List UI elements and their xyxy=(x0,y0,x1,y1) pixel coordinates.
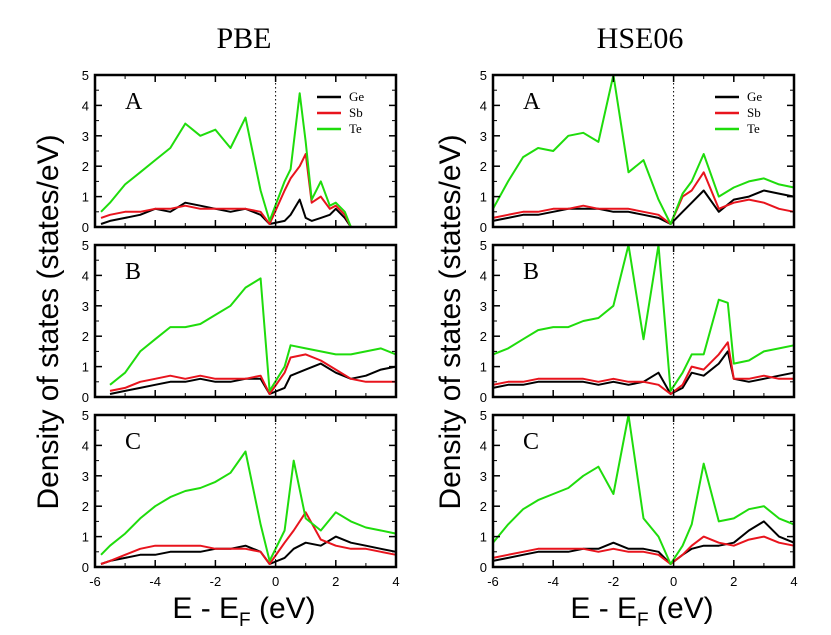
series-line-ge xyxy=(492,350,795,395)
series-line-ge xyxy=(100,535,397,565)
x-tick-label: -4 xyxy=(547,574,559,589)
series-line-sb xyxy=(492,341,794,395)
panel-hse06-b: 0 1 2 3 4 5 B xyxy=(480,238,796,405)
panel-label: A xyxy=(523,89,541,115)
chart-title-pbe: PBE xyxy=(216,22,271,55)
series-line-sb xyxy=(109,353,396,395)
y-tick-label: 1 xyxy=(480,530,487,545)
y-tick-label: 3 xyxy=(82,469,89,484)
y-tick-label: 0 xyxy=(82,390,89,405)
y-tick-label: 5 xyxy=(480,238,487,253)
series-line-te xyxy=(492,74,795,225)
y-tick-label: 3 xyxy=(82,129,89,144)
legend-label-sb: Sb xyxy=(747,105,761,120)
x-tick-label: -4 xyxy=(149,574,161,589)
panel-label: B xyxy=(523,259,539,285)
y-tick-label: 4 xyxy=(480,438,487,453)
y-tick-label: 1 xyxy=(82,360,89,375)
y-tick-label: 0 xyxy=(480,560,487,575)
y-tick-label: 2 xyxy=(82,499,89,514)
series-line-ge xyxy=(100,198,352,228)
y-tick-label: 4 xyxy=(480,268,487,283)
x-tick-label: -6 xyxy=(487,574,499,589)
x-tick-label: 0 xyxy=(670,574,677,589)
y-tick-label: 1 xyxy=(480,190,487,205)
y-tick-label: 3 xyxy=(480,469,487,484)
legend-label-ge: Ge xyxy=(349,89,364,104)
y-tick-label: 0 xyxy=(480,390,487,405)
series-line-te xyxy=(492,414,795,565)
y-tick-label: 2 xyxy=(82,159,89,174)
y-tick-label: 1 xyxy=(82,530,89,545)
series-line-sb xyxy=(100,511,397,565)
series-line-te xyxy=(109,277,397,392)
series-line-te xyxy=(100,92,352,228)
y-tick-label: 5 xyxy=(82,68,89,83)
x-tick-label: -2 xyxy=(210,574,222,589)
y-tick-label: 3 xyxy=(480,129,487,144)
x-tick-label: -6 xyxy=(89,574,101,589)
series-line-ge xyxy=(492,189,795,225)
y-tick-label: 4 xyxy=(480,98,487,113)
y-axis-label-left: Density of states (states/eV) xyxy=(32,134,65,509)
y-tick-label: 5 xyxy=(82,238,89,253)
y-tick-label: 2 xyxy=(480,499,487,514)
series-line-sb xyxy=(492,171,795,225)
y-tick-label: 5 xyxy=(480,408,487,423)
y-tick-label: 2 xyxy=(82,329,89,344)
x-tick-label: -2 xyxy=(608,574,620,589)
y-tick-label: 3 xyxy=(82,299,89,314)
panel-label: A xyxy=(125,89,143,115)
series-line-sb xyxy=(492,535,795,565)
y-axis-label-right: Density of states (states/eV) xyxy=(434,134,467,509)
series-line-sb xyxy=(100,153,352,228)
y-tick-label: 2 xyxy=(480,329,487,344)
y-tick-label: 2 xyxy=(480,159,487,174)
y-tick-label: 1 xyxy=(480,360,487,375)
x-tick-label: 4 xyxy=(790,574,797,589)
series-line-te xyxy=(100,450,397,562)
y-tick-label: 4 xyxy=(82,98,89,113)
y-tick-label: 4 xyxy=(82,438,89,453)
y-tick-label: 3 xyxy=(480,299,487,314)
panel-pbe-c: 0 1 2 3 4 5 -6 -4 -2 0 2 4 C xyxy=(82,408,400,589)
y-tick-label: 5 xyxy=(480,68,487,83)
legend-label-te: Te xyxy=(747,121,760,136)
series-line-ge xyxy=(492,520,795,565)
legend-label-sb: Sb xyxy=(349,105,363,120)
panel-label: C xyxy=(125,429,141,455)
x-axis-label-right: E - EF (eV) xyxy=(570,592,713,631)
y-tick-label: 4 xyxy=(82,268,89,283)
y-tick-label: 1 xyxy=(82,190,89,205)
panel-hse06-c: 0 1 2 3 4 5 -6 -4 -2 0 2 4 C xyxy=(480,408,798,589)
x-tick-label: 0 xyxy=(272,574,279,589)
legend-label-ge: Ge xyxy=(747,89,762,104)
panel-label: B xyxy=(125,259,141,285)
y-tick-label: 5 xyxy=(82,408,89,423)
x-tick-label: 2 xyxy=(730,574,737,589)
x-tick-label: 4 xyxy=(392,574,399,589)
y-tick-label: 0 xyxy=(82,560,89,575)
chart-title-hse06: HSE06 xyxy=(597,22,684,55)
panel-label: C xyxy=(523,429,539,455)
y-tick-label: 0 xyxy=(82,220,89,235)
legend-label-te: Te xyxy=(349,121,362,136)
y-tick-label: 0 xyxy=(480,220,487,235)
x-axis-label-left: E - EF (eV) xyxy=(172,592,315,631)
x-tick-label: 2 xyxy=(332,574,339,589)
panel-pbe-b: 0 1 2 3 4 5 B xyxy=(82,238,398,405)
